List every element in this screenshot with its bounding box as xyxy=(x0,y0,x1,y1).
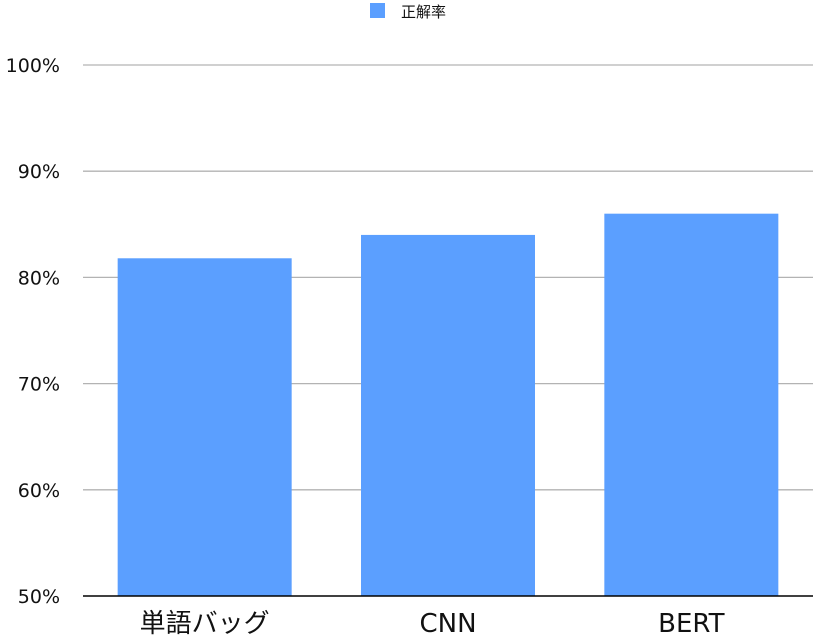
y-tick-label: 90% xyxy=(18,161,60,183)
y-tick-labels: 50% 60% 70% 80% 90% 100% xyxy=(6,55,60,608)
x-tick-label: 単語バッグ xyxy=(140,609,270,637)
legend: 正解率 xyxy=(370,3,446,21)
legend-swatch xyxy=(370,3,385,18)
y-tick-label: 60% xyxy=(18,480,60,502)
x-tick-label: CNN xyxy=(419,609,476,637)
x-tick-labels: 単語バッグ CNN BERT xyxy=(140,609,725,637)
bar xyxy=(361,234,535,597)
bar xyxy=(604,213,779,596)
y-tick-label: 100% xyxy=(6,55,60,77)
legend-label: 正解率 xyxy=(401,3,446,21)
bars xyxy=(117,213,779,597)
bar xyxy=(117,258,292,596)
x-tick-label: BERT xyxy=(658,609,724,637)
y-tick-label: 70% xyxy=(18,374,60,396)
y-tick-label: 50% xyxy=(18,586,60,608)
y-tick-label: 80% xyxy=(18,267,60,289)
